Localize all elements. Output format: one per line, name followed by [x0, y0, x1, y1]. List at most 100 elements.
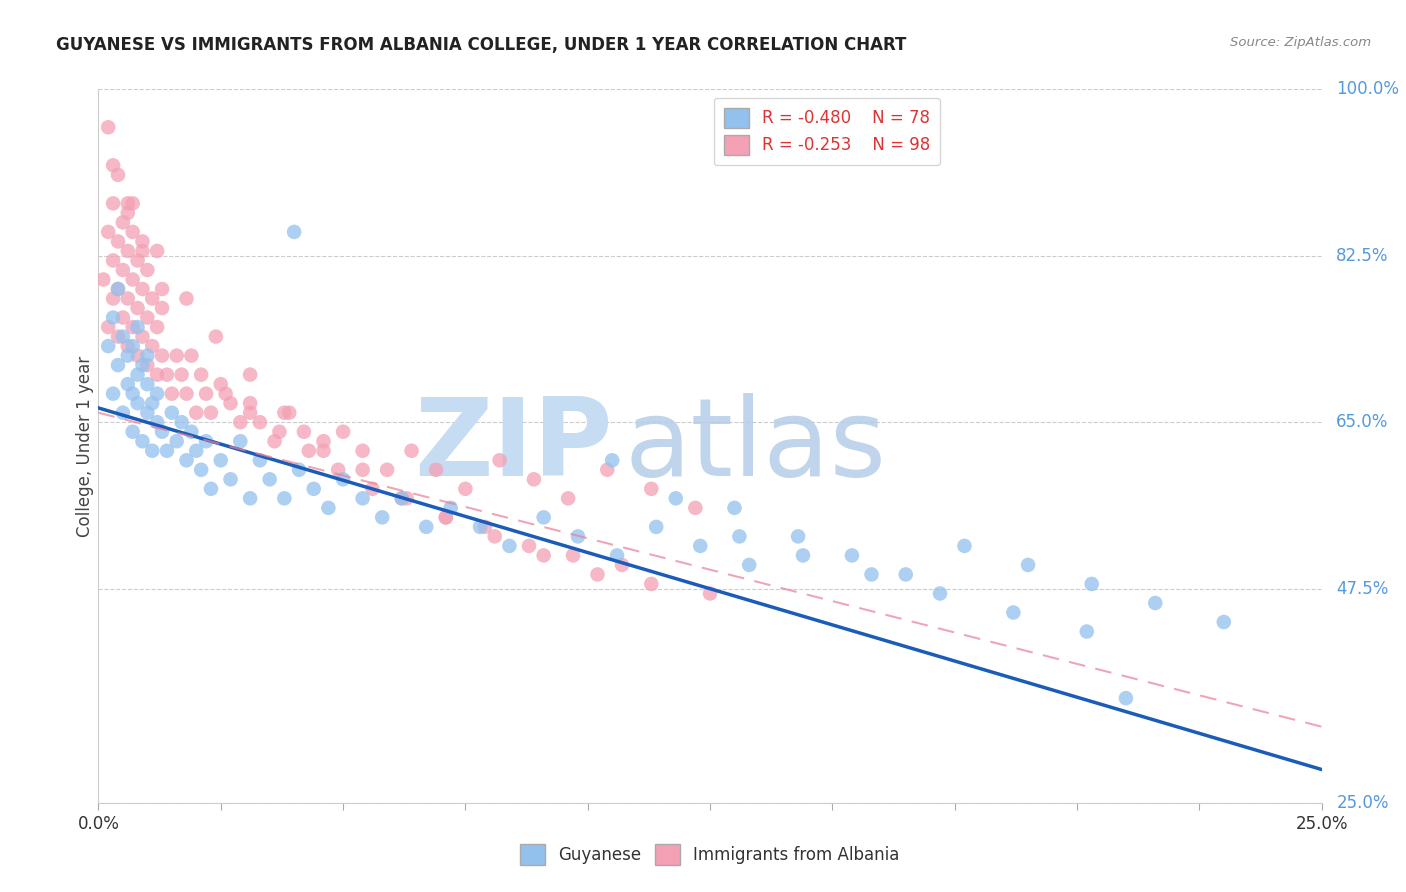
Point	[205, 329, 228, 343]
Point	[391, 491, 413, 506]
Point	[101, 310, 124, 325]
Point	[533, 549, 555, 563]
Point	[699, 586, 721, 600]
Point	[146, 244, 169, 258]
Point	[107, 329, 129, 343]
Point	[180, 425, 202, 439]
Point	[107, 168, 129, 182]
Point	[117, 349, 139, 363]
Point	[562, 549, 585, 563]
Point	[176, 386, 198, 401]
Point	[415, 520, 437, 534]
Point	[610, 558, 633, 572]
Point	[111, 406, 134, 420]
Point	[131, 329, 153, 343]
Point	[292, 425, 315, 439]
Point	[141, 339, 163, 353]
Point	[121, 339, 143, 353]
Point	[127, 320, 149, 334]
Point	[391, 491, 413, 506]
Point	[131, 434, 153, 449]
Point	[146, 386, 169, 401]
Point	[860, 567, 883, 582]
Point	[150, 282, 173, 296]
Point	[107, 282, 129, 296]
Point	[209, 453, 232, 467]
Point	[361, 482, 384, 496]
Point	[107, 282, 129, 296]
Point	[425, 463, 447, 477]
Point	[312, 434, 335, 449]
Point	[332, 472, 354, 486]
Point	[239, 406, 262, 420]
Point	[298, 443, 321, 458]
Point	[136, 358, 159, 372]
Point	[332, 425, 354, 439]
Point	[141, 443, 163, 458]
Point	[107, 235, 129, 249]
Point	[259, 472, 281, 486]
Point	[1080, 577, 1102, 591]
Point	[273, 491, 295, 506]
Point	[91, 272, 114, 286]
Point	[375, 463, 398, 477]
Text: 82.5%: 82.5%	[1336, 247, 1389, 265]
Point	[107, 358, 129, 372]
Point	[312, 443, 335, 458]
Point	[146, 368, 169, 382]
Point	[894, 567, 917, 582]
Point	[117, 196, 139, 211]
Point	[214, 386, 236, 401]
Point	[101, 386, 124, 401]
Point	[371, 510, 394, 524]
Point	[127, 368, 149, 382]
Point	[640, 577, 662, 591]
Text: ZIP: ZIP	[413, 393, 612, 499]
Point	[141, 292, 163, 306]
Point	[200, 406, 222, 420]
Point	[434, 510, 457, 524]
Point	[728, 529, 751, 543]
Point	[474, 520, 496, 534]
Point	[131, 235, 153, 249]
Point	[738, 558, 761, 572]
Text: 25.0%: 25.0%	[1336, 794, 1389, 812]
Point	[131, 244, 153, 258]
Point	[166, 349, 188, 363]
Point	[600, 453, 623, 467]
Point	[101, 196, 124, 211]
Point	[517, 539, 540, 553]
Point	[150, 425, 173, 439]
Point	[249, 453, 271, 467]
Point	[131, 282, 153, 296]
Point	[278, 406, 301, 420]
Text: 100.0%: 100.0%	[1336, 80, 1399, 98]
Point	[127, 301, 149, 315]
Point	[117, 377, 139, 392]
Point	[454, 482, 477, 496]
Point	[283, 225, 305, 239]
Point	[596, 463, 619, 477]
Point	[150, 349, 173, 363]
Point	[97, 120, 120, 135]
Point	[146, 320, 169, 334]
Point	[111, 215, 134, 229]
Point	[97, 339, 120, 353]
Point	[352, 463, 374, 477]
Point	[121, 225, 143, 239]
Point	[1115, 691, 1137, 706]
Point	[645, 520, 668, 534]
Point	[121, 425, 143, 439]
Point	[1017, 558, 1039, 572]
Point	[219, 472, 242, 486]
Point	[186, 443, 208, 458]
Point	[263, 434, 285, 449]
Point	[150, 301, 173, 315]
Point	[131, 358, 153, 372]
Point	[606, 549, 628, 563]
Point	[953, 539, 976, 553]
Point	[1076, 624, 1098, 639]
Point	[229, 415, 252, 429]
Point	[841, 549, 863, 563]
Point	[117, 244, 139, 258]
